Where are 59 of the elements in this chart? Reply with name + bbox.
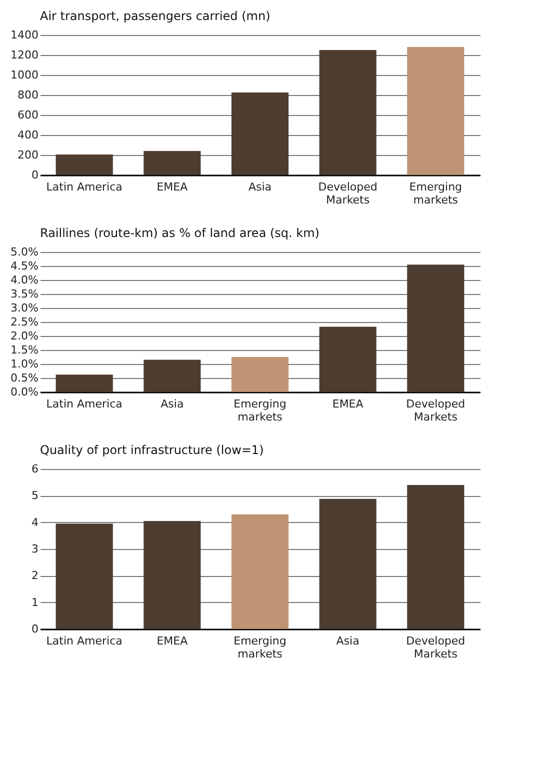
y-tick-label: 2.0% xyxy=(10,330,38,342)
y-tick-label: 0 xyxy=(32,622,38,636)
x-tick-label: Developed Markets xyxy=(406,398,466,424)
bar xyxy=(407,264,464,392)
x-tick-label: Asia xyxy=(160,398,184,410)
y-tick-label: 1 xyxy=(32,596,38,609)
x-tick-label: Asia xyxy=(336,634,360,648)
bar xyxy=(319,50,376,175)
x-tick-label: EMEA xyxy=(156,634,188,648)
y-tick-label: 2 xyxy=(32,569,38,582)
y-tick-label: 1.0% xyxy=(10,358,38,370)
y-tick-label: 0 xyxy=(32,168,38,182)
bar xyxy=(56,374,113,392)
x-tick-label: Developed Markets xyxy=(406,634,466,660)
y-tick-label: 3.0% xyxy=(10,302,38,314)
y-tick-label: 600 xyxy=(18,108,38,122)
y-tick-label: 200 xyxy=(18,148,38,162)
y-tick-label: 5.0% xyxy=(10,246,38,258)
y-tick-label: 1400 xyxy=(10,28,38,42)
y-tick-label: 1000 xyxy=(10,68,38,82)
y-tick-label: 0.0% xyxy=(10,386,38,398)
chart-title: Quality of port infrastructure (low=1) xyxy=(40,443,264,457)
y-tick-label: 800 xyxy=(18,88,38,102)
bar xyxy=(231,514,289,629)
y-tick-label: 1200 xyxy=(10,48,38,62)
chart-title: Raillines (route-km) as % of land area (sq. km) xyxy=(40,226,320,240)
x-tick-label: Developed Markets xyxy=(318,180,378,206)
y-tick-label: 400 xyxy=(18,128,38,142)
chart-title: Air transport, passengers carried (mn) xyxy=(40,9,270,23)
y-tick-label: 4.5% xyxy=(10,260,38,272)
y-tick-label: 1.5% xyxy=(10,344,38,356)
x-tick-label: Emerging markets xyxy=(234,634,286,660)
x-tick-label: Emerging markets xyxy=(409,180,462,206)
y-tick-label: 4 xyxy=(32,516,38,529)
y-tick-label: 6 xyxy=(32,462,38,476)
bar xyxy=(56,154,113,175)
x-tick-label: EMEA xyxy=(156,180,188,194)
bar xyxy=(144,360,201,392)
x-tick-label: Emerging markets xyxy=(234,398,286,424)
x-tick-label: Latin America xyxy=(46,398,122,410)
y-tick-label: 3.5% xyxy=(10,288,38,300)
y-tick-label: 0.5% xyxy=(10,372,38,384)
bar xyxy=(56,524,113,629)
bar xyxy=(231,92,289,175)
x-tick-label: Latin America xyxy=(46,180,122,194)
bar xyxy=(319,326,376,392)
x-tick-label: EMEA xyxy=(332,398,364,410)
bar xyxy=(407,485,464,629)
bar xyxy=(231,357,289,392)
y-tick-label: 4.0% xyxy=(10,274,38,286)
y-tick-label: 2.5% xyxy=(10,316,38,328)
bar xyxy=(407,47,464,175)
bar xyxy=(144,151,201,175)
y-tick-label: 5 xyxy=(32,489,38,502)
x-tick-label: Asia xyxy=(248,180,272,194)
bar xyxy=(144,521,201,629)
bar xyxy=(319,498,376,629)
y-tick-label: 3 xyxy=(32,542,38,556)
x-tick-label: Latin America xyxy=(46,634,122,648)
